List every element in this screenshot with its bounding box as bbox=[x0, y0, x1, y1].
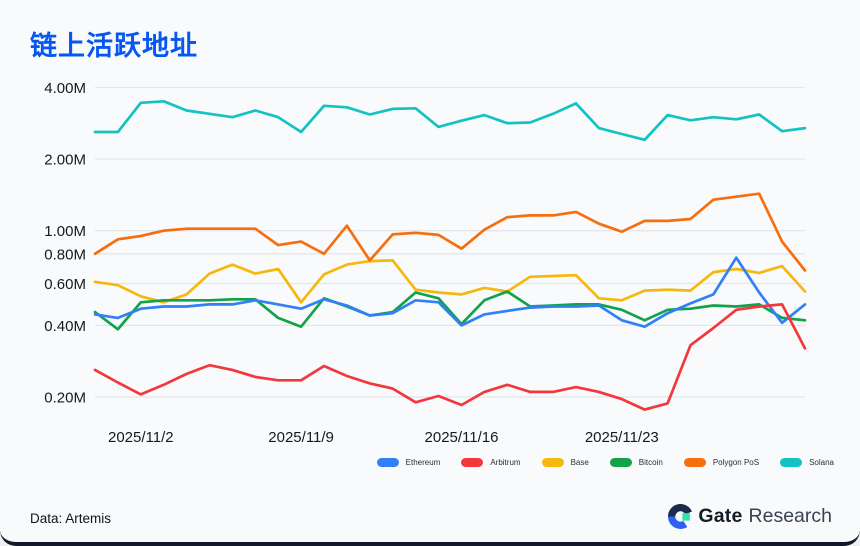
legend-label: Bitcoin bbox=[638, 458, 663, 467]
y-axis-tick-label: 1.00M bbox=[44, 223, 86, 240]
legend-label: Arbitrum bbox=[490, 458, 521, 467]
brand-gate-text: Gate bbox=[698, 505, 743, 527]
legend-item-ethereum[interactable]: Ethereum bbox=[376, 458, 441, 467]
legend-label: Base bbox=[570, 458, 589, 467]
x-axis-tick-label: 2025/11/2 bbox=[108, 429, 174, 446]
ethereum-swatch-icon bbox=[376, 458, 399, 467]
bitcoin-swatch-icon bbox=[609, 458, 632, 467]
y-axis-tick-label: 2.00M bbox=[44, 152, 86, 169]
base-swatch-icon bbox=[541, 458, 564, 467]
legend-label: Ethereum bbox=[405, 458, 441, 467]
polygon-pos-swatch-icon bbox=[683, 458, 706, 467]
arbitrum-swatch-icon bbox=[461, 458, 484, 467]
series-line-arbitrum bbox=[93, 303, 807, 411]
chart-legend: Ethereum Arbitrum Base Bitcoin Polygon P… bbox=[376, 458, 834, 467]
legend-item-solana[interactable]: Solana bbox=[780, 458, 834, 467]
legend-item-polygon-pos[interactable]: Polygon PoS bbox=[683, 458, 760, 467]
legend-label: Polygon PoS bbox=[712, 458, 760, 467]
x-axis-tick-label: 2025/11/16 bbox=[425, 429, 499, 446]
y-axis-tick-label: 4.00M bbox=[44, 80, 86, 97]
series-line-ethereum bbox=[93, 256, 807, 329]
y-axis-tick-label: 0.20M bbox=[44, 390, 86, 407]
legend-item-bitcoin[interactable]: Bitcoin bbox=[609, 458, 663, 467]
series-line-bitcoin bbox=[93, 290, 807, 331]
series-line-solana bbox=[93, 99, 807, 142]
solana-swatch-icon bbox=[780, 458, 803, 467]
gate-research-logo: Gate Research bbox=[668, 504, 832, 529]
series-line-polygon-pos bbox=[93, 192, 807, 272]
data-source-note: Data: Artemis bbox=[30, 511, 112, 526]
x-axis-tick-label: 2025/11/9 bbox=[268, 429, 334, 446]
x-axis-tick-label: 2025/11/23 bbox=[585, 429, 659, 446]
page-title: 链上活跃地址 bbox=[30, 31, 198, 61]
gate-logo-icon bbox=[668, 504, 693, 529]
y-axis-tick-label: 0.40M bbox=[44, 318, 86, 335]
legend-label: Solana bbox=[809, 458, 834, 467]
legend-item-base[interactable]: Base bbox=[541, 458, 589, 467]
series-line-base bbox=[93, 259, 807, 304]
legend-item-arbitrum[interactable]: Arbitrum bbox=[461, 458, 521, 467]
y-axis-tick-label: 0.80M bbox=[44, 246, 86, 263]
y-axis-tick-label: 0.60M bbox=[44, 276, 86, 293]
brand-research-text: Research bbox=[748, 505, 832, 527]
